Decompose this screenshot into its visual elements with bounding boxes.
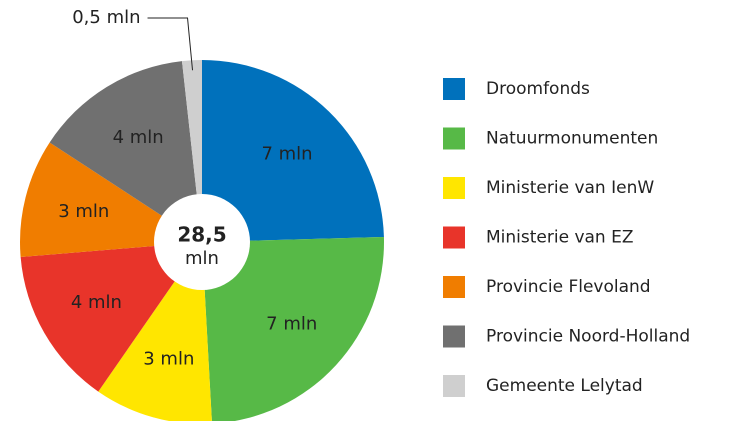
- center-unit: mln: [185, 248, 219, 269]
- center-value: 28,5: [177, 223, 226, 247]
- legend-label: Gemeente Lelytad: [486, 376, 643, 396]
- slice: [202, 236, 384, 421]
- slice: [202, 60, 384, 242]
- legend-label: Natuurmonumenten: [486, 129, 658, 149]
- value-label: 0,5 mln: [72, 7, 140, 28]
- value-label: 4 mln: [113, 127, 164, 148]
- legend-swatch: [443, 276, 465, 298]
- legend-label: Ministerie van IenW: [486, 178, 654, 198]
- slice: [49, 61, 203, 243]
- slice: [98, 242, 212, 421]
- legend-label: Droomfonds: [486, 79, 590, 99]
- value-label: 7 mln: [261, 144, 312, 165]
- legend-swatch: [443, 325, 465, 348]
- legend-label: Ministerie van EZ: [486, 228, 634, 248]
- value-label: 3 mln: [58, 201, 109, 222]
- leader-line: [147, 17, 194, 71]
- legend-swatch: [443, 78, 465, 100]
- legend-label: Provincie Noord-Holland: [486, 327, 690, 347]
- legend-swatch: [443, 177, 465, 199]
- legend-swatch: [443, 375, 465, 397]
- legend-swatch: [443, 226, 465, 249]
- value-label: 7 mln: [266, 314, 317, 335]
- slice: [20, 242, 202, 392]
- value-label: 3 mln: [143, 348, 194, 369]
- legend-swatch: [443, 127, 465, 150]
- donut-hole: [154, 194, 250, 290]
- legend-label: Provincie Flevoland: [486, 277, 651, 297]
- value-label: 4 mln: [71, 292, 122, 313]
